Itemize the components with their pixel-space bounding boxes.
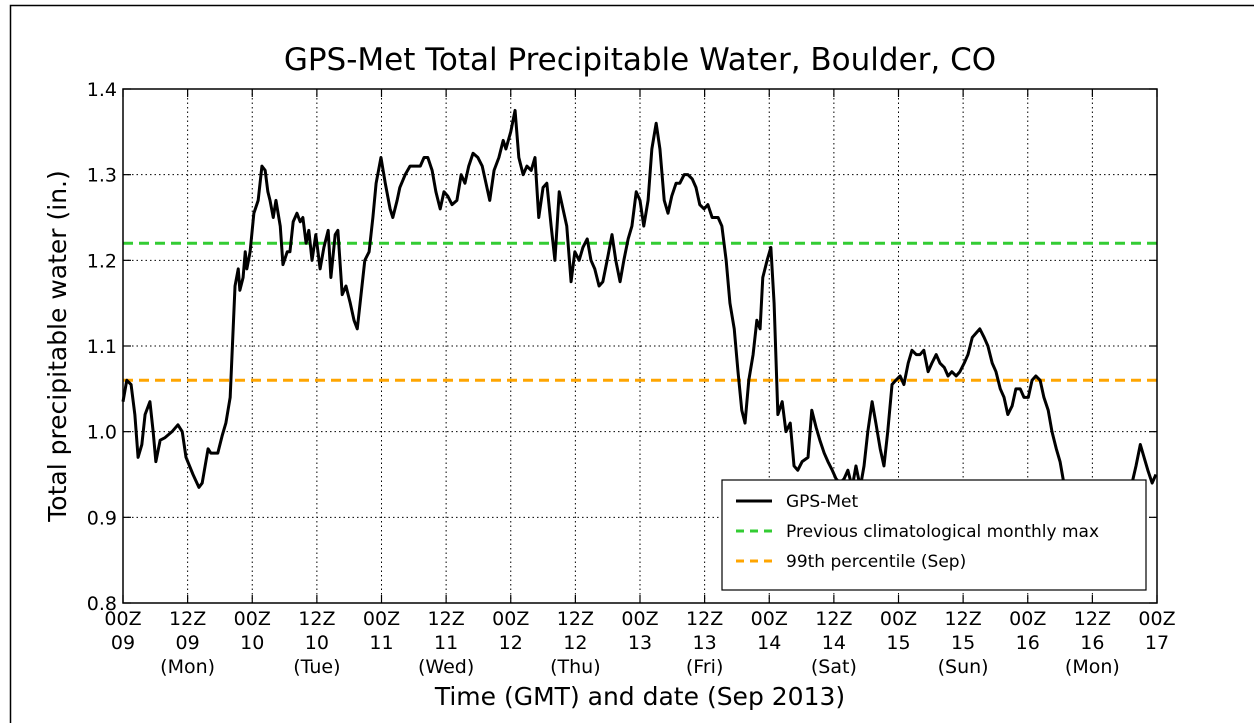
x-tick-label: 00Z: [880, 608, 917, 630]
x-tick-label: (Sun): [938, 656, 989, 678]
x-tick-label: 12: [499, 632, 523, 654]
x-tick-label: 00Z: [1009, 608, 1046, 630]
x-tick-label: 09: [111, 632, 135, 654]
x-axis-label: Time (GMT) and date (Sep 2013): [434, 682, 845, 711]
x-tick-label: (Sat): [811, 656, 857, 678]
y-tick-label: 1.0: [87, 422, 117, 444]
x-tick-label: 14: [757, 632, 781, 654]
x-tick-label: 15: [886, 632, 910, 654]
y-tick-label: 0.9: [87, 507, 117, 529]
legend-label: 99th percentile (Sep): [786, 552, 966, 572]
x-tick-label: 10: [240, 632, 264, 654]
legend-box: [721, 479, 1147, 591]
x-tick-label: 14: [822, 632, 846, 654]
x-tick-label: (Mon): [1065, 656, 1120, 678]
x-tick-label: 10: [305, 632, 329, 654]
legend-label: GPS-Met: [786, 492, 858, 512]
x-tick-label: 00Z: [492, 608, 529, 630]
frame: [9, 4, 1254, 723]
x-tick-label: 00Z: [1138, 608, 1175, 630]
x-tick-label: 12Z: [1074, 608, 1111, 630]
x-tick-label: (Tue): [293, 656, 340, 678]
x-tick-label: 00Z: [104, 608, 141, 630]
plot-frame: [122, 88, 1158, 604]
y-tick-label: 1.1: [87, 336, 117, 358]
x-tick-label: 00Z: [621, 608, 658, 630]
x-tick-label: 12Z: [428, 608, 465, 630]
x-tick-label: 00Z: [363, 608, 400, 630]
x-tick-label: (Wed): [418, 656, 474, 678]
x-tick-label: 17: [1145, 632, 1169, 654]
chart-title: GPS-Met Total Precipitable Water, Boulde…: [284, 42, 996, 78]
y-tick-label: 1.4: [87, 79, 117, 101]
series-line: [121, 108, 1158, 545]
x-tick-label: 12: [563, 632, 587, 654]
x-tick-label: 12Z: [815, 608, 852, 630]
x-tick-label: 12Z: [686, 608, 723, 630]
x-tick-label: 11: [434, 632, 458, 654]
y-axis-label: Total precipitable water (in.): [43, 170, 72, 523]
x-tick-label: 16: [1080, 632, 1104, 654]
y-tick-label: 1.3: [87, 165, 117, 187]
x-tick-label: 00Z: [751, 608, 788, 630]
axes: 0.80.91.01.11.21.31.400Z0912Z09(Mon)00Z1…: [87, 79, 1176, 678]
x-tick-label: 00Z: [234, 608, 271, 630]
x-tick-label: 12Z: [298, 608, 335, 630]
x-tick-label: 13: [628, 632, 652, 654]
x-tick-label: 12Z: [945, 608, 982, 630]
legend-label: Previous climatological monthly max: [786, 522, 1099, 542]
x-tick-label: 13: [693, 632, 717, 654]
x-tick-label: 11: [369, 632, 393, 654]
legend: GPS-Met Previous climatological monthly m…: [721, 479, 1147, 591]
x-tick-label: (Mon): [160, 656, 215, 678]
x-tick-label: (Fri): [686, 656, 723, 678]
x-tick-label: 16: [1016, 632, 1040, 654]
x-tick-label: (Thu): [550, 656, 601, 678]
x-tick-label: 12Z: [169, 608, 206, 630]
x-tick-label: 12Z: [557, 608, 594, 630]
x-tick-label: 15: [951, 632, 975, 654]
plot: [121, 108, 1158, 545]
x-tick-label: 09: [176, 632, 200, 654]
y-tick-label: 1.2: [87, 250, 117, 272]
y-tick-label: 0.8: [87, 593, 117, 615]
